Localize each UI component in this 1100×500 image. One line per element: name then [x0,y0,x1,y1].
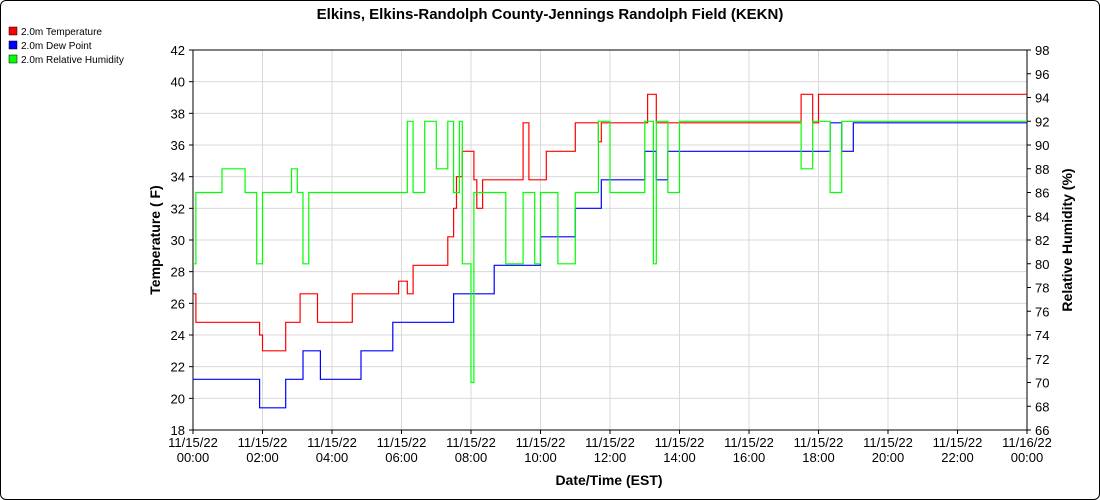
x-tick-date-label: 11/15/22 [168,435,218,450]
y-right-tick-label: 74 [1035,328,1049,343]
x-tick-time-label: 04:00 [316,450,349,465]
x-tick-date-label: 11/15/22 [863,435,913,450]
x-tick-time-label: 12:00 [594,450,627,465]
plot-area-border [192,49,1028,431]
x-tick-time-label: 08:00 [455,450,488,465]
y-right-tick-label: 78 [1035,281,1049,296]
x-tick-date-label: 11/15/22 [238,435,288,450]
y-right-tick-label: 70 [1035,376,1049,391]
x-tick-date-label: 11/15/22 [794,435,844,450]
legend: 2.0m Temperature 2.0m Dew Point 2.0m Relat… [8,26,124,66]
y-left-tick-label: 26 [171,296,185,311]
y-right-tick-label: 98 [1035,43,1049,58]
y-left-tick-label: 22 [171,360,185,375]
legend-label: 2.0m Relative Humidity [21,55,124,66]
y-left-tick-label: 24 [171,328,185,343]
y-right-tick-label: 88 [1035,162,1049,177]
x-tick-date-label: 11/16/22 [1002,435,1052,450]
y-right-tick-label: 86 [1035,186,1049,201]
x-tick-date-label: 11/15/22 [724,435,774,450]
y-left-tick-label: 42 [171,43,185,58]
x-tick-time-label: 14:00 [663,450,696,465]
legend-label: 2.0m Temperature [21,27,102,38]
legend-swatch [8,26,18,36]
x-tick-time-label: 00:00 [1011,450,1044,465]
x-tick-date-label: 11/15/22 [655,435,705,450]
chart-title: Elkins, Elkins-Randolph County-Jennings … [317,6,784,23]
x-tick-date-label: 11/15/22 [933,435,983,450]
grid [193,50,1027,430]
x-tick-time-label: 16:00 [733,450,766,465]
x-tick-time-label: 20:00 [872,450,905,465]
y-right-tick-label: 84 [1035,209,1049,224]
y-left-tick-label: 32 [171,201,185,216]
y-left-tick-label: 38 [171,106,185,121]
x-axis-title: Date/Time (EST) [555,472,662,488]
x-tick-date-label: 11/15/22 [446,435,496,450]
y-left-tick-label: 40 [171,75,185,90]
y-axis-left-title: Temperature ( F) [147,185,163,294]
y-left-tick-label: 28 [171,265,185,280]
y-left-tick-label: 30 [171,233,185,248]
y-right-tick-label: 76 [1035,304,1049,319]
y-axis-right-title: Relative Humidity (%) [1059,168,1075,311]
y-right-tick-label: 82 [1035,233,1049,248]
y-right-tick-label: 68 [1035,399,1049,414]
y-left-tick-label: 34 [171,170,185,185]
y-right-tick-label: 94 [1035,91,1049,106]
series-line [193,93,1027,352]
x-tick-time-label: 22:00 [941,450,974,465]
y-right-tick-label: 72 [1035,352,1049,367]
x-tick-date-label: 11/15/22 [516,435,566,450]
x-tick-time-label: 18:00 [802,450,835,465]
legend-swatch [8,54,18,64]
y-left-tick-label: 36 [171,138,185,153]
x-tick-time-label: 02:00 [246,450,279,465]
y-right-tick-label: 96 [1035,67,1049,82]
y-left-tick-label: 18 [171,423,185,438]
y-right-tick-label: 66 [1035,423,1049,438]
y-right-tick-label: 92 [1035,114,1049,129]
x-tick-time-label: 06:00 [385,450,418,465]
x-tick-time-label: 00:00 [177,450,210,465]
series-line [193,122,1027,409]
y-left-tick-label: 20 [171,391,185,406]
legend-label: 2.0m Dew Point [21,41,92,52]
x-tick-date-label: 11/15/22 [307,435,357,450]
y-right-tick-label: 90 [1035,138,1049,153]
axes: 18 20 22 24 26 28 30 32 34 36 38 40 42 66 68 70 72 74 76 78… [168,43,1052,465]
series-lines [193,93,1027,409]
y-right-tick-label: 80 [1035,257,1049,272]
series-line [193,120,1027,384]
x-tick-time-label: 10:00 [524,450,557,465]
x-tick-date-label: 11/15/22 [377,435,427,450]
legend-swatch [8,40,18,50]
x-tick-date-label: 11/15/22 [585,435,635,450]
